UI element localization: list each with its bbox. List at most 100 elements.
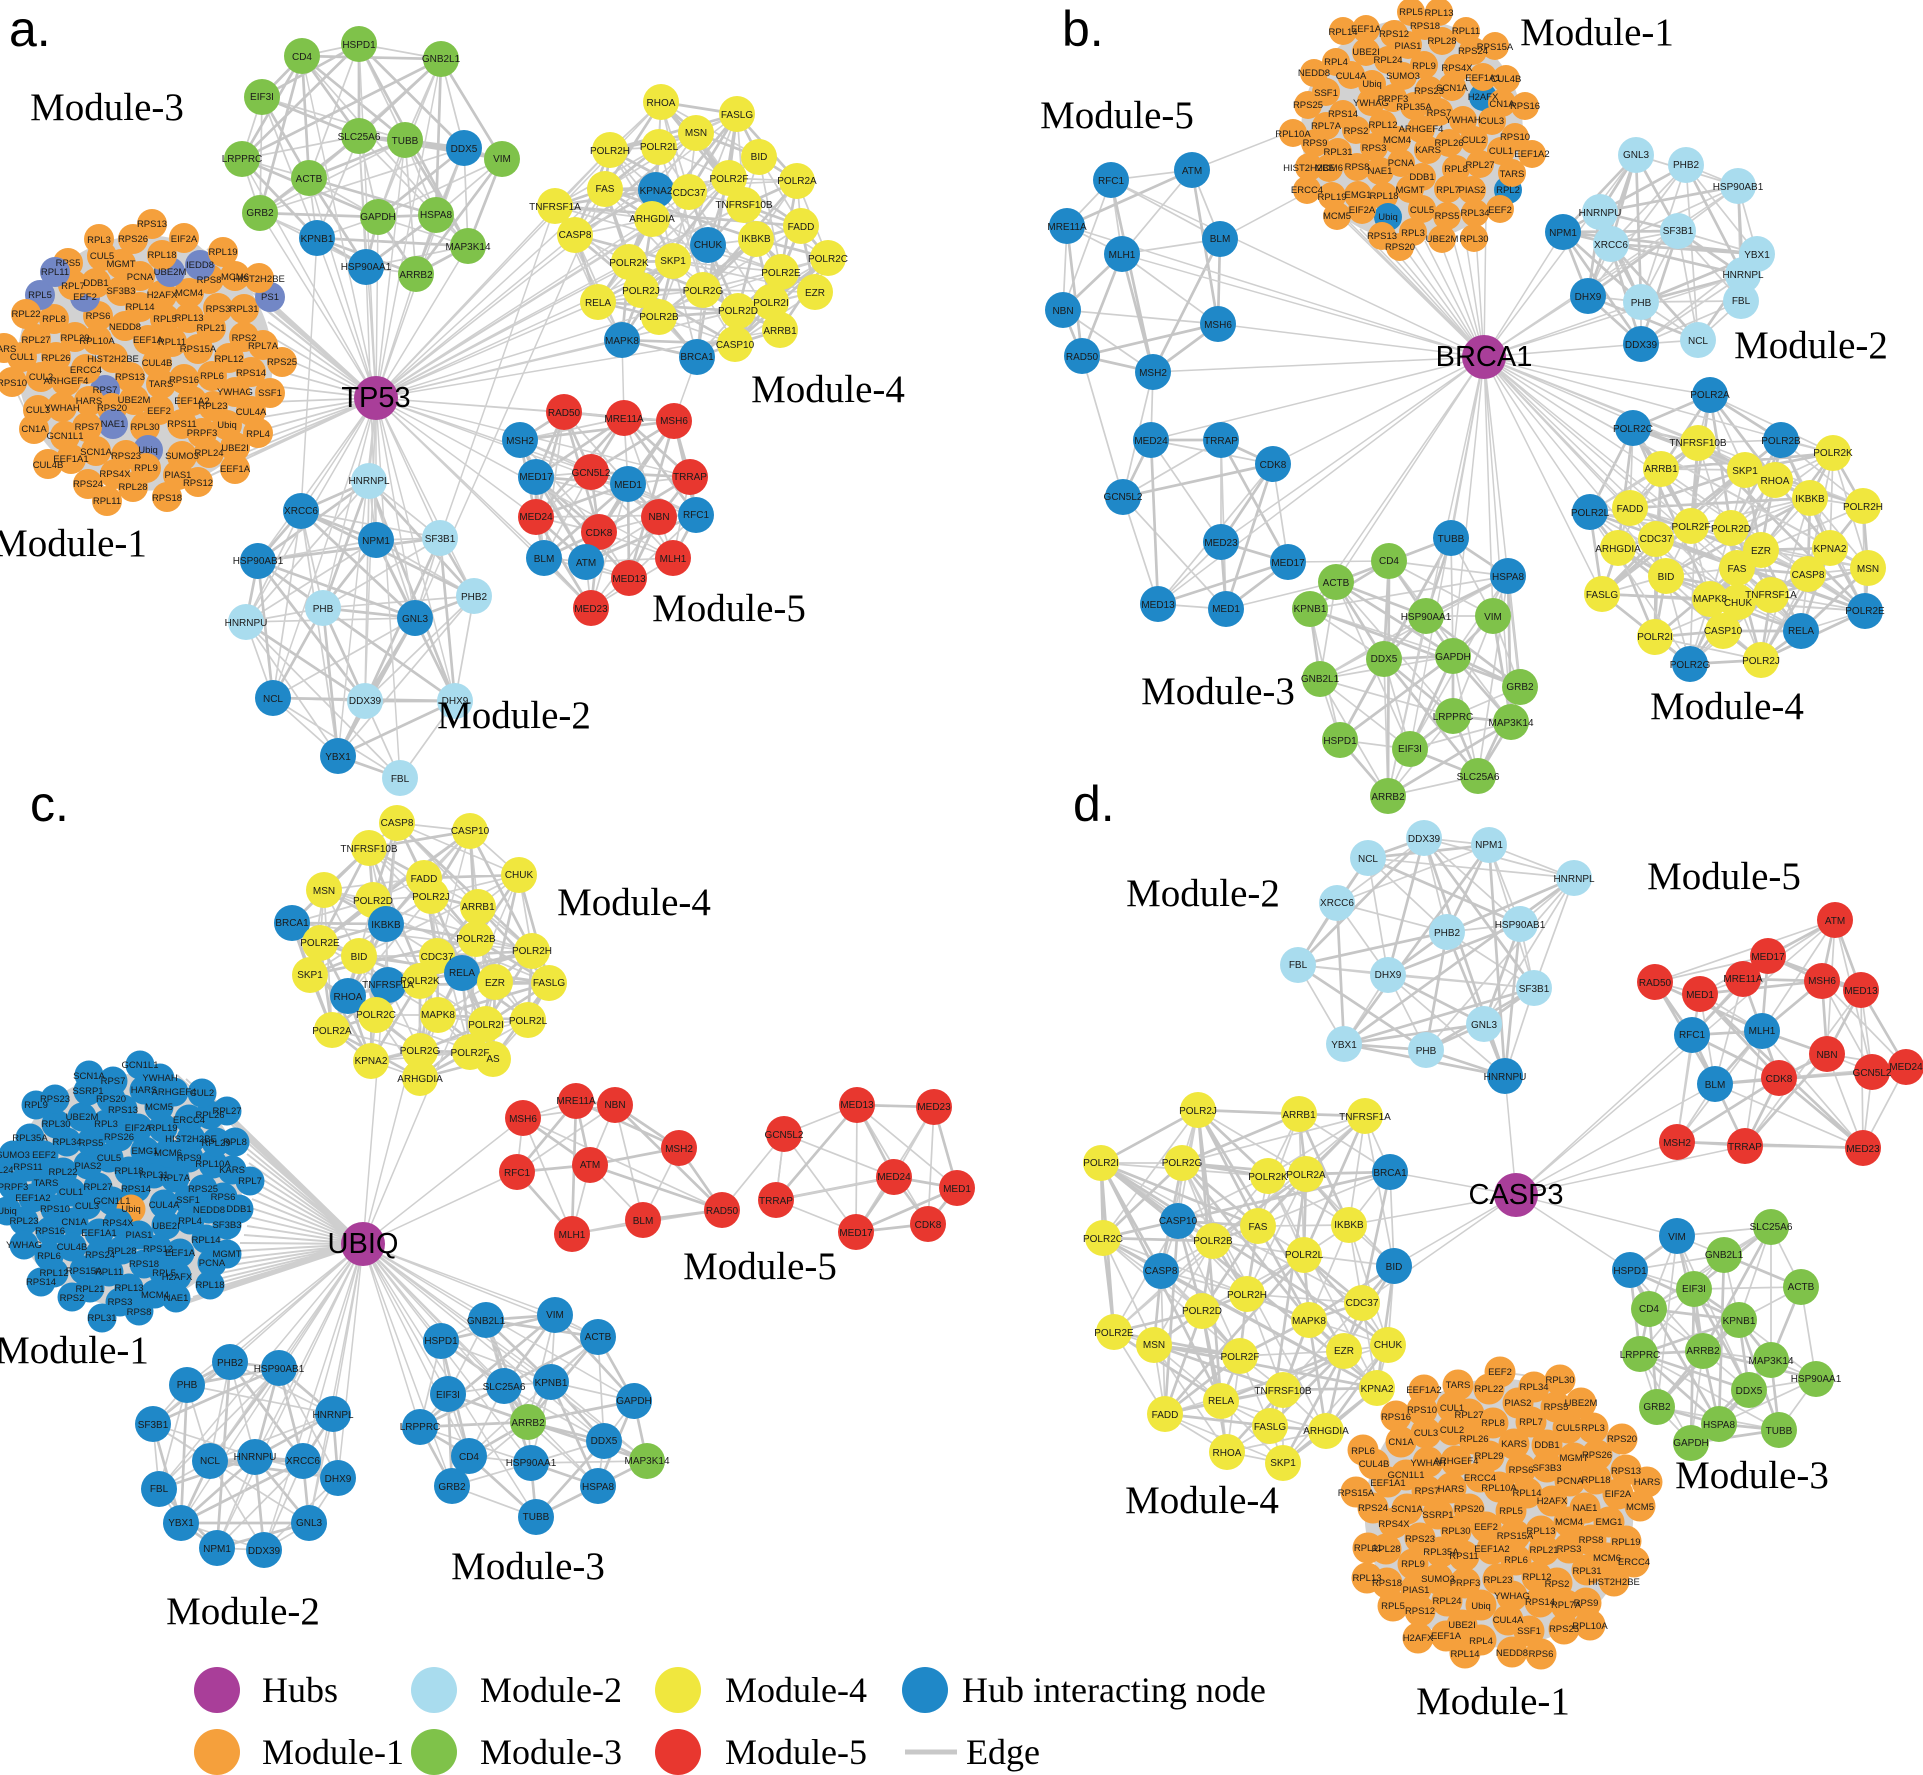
svg-text:c.: c. xyxy=(30,776,69,832)
svg-text:POLR2G: POLR2G xyxy=(400,1046,441,1057)
svg-text:Module-5: Module-5 xyxy=(1647,855,1801,898)
svg-text:RPS13: RPS13 xyxy=(115,372,145,383)
svg-text:HIST2H2BE: HIST2H2BE xyxy=(1283,163,1335,174)
svg-text:POLR2I: POLR2I xyxy=(468,1020,504,1031)
svg-text:POLR2D: POLR2D xyxy=(718,306,758,317)
svg-text:RPL35A: RPL35A xyxy=(1396,102,1432,113)
svg-text:POLR2A: POLR2A xyxy=(1286,1170,1326,1181)
svg-text:HSP90AB1: HSP90AB1 xyxy=(254,1364,305,1375)
svg-text:HSPA8: HSPA8 xyxy=(420,210,452,221)
svg-text:RPS3: RPS3 xyxy=(1362,143,1387,154)
svg-text:MCM5: MCM5 xyxy=(1323,211,1351,222)
svg-text:FBL: FBL xyxy=(1289,960,1308,971)
svg-text:MSH2: MSH2 xyxy=(1139,368,1167,379)
svg-text:TARS: TARS xyxy=(149,379,174,390)
svg-text:POLR2A: POLR2A xyxy=(312,1026,352,1037)
svg-text:TRRAP: TRRAP xyxy=(1204,436,1238,447)
svg-text:FASLG: FASLG xyxy=(1586,590,1618,601)
svg-text:MED24: MED24 xyxy=(1889,1062,1923,1073)
svg-text:CASP10: CASP10 xyxy=(451,826,490,837)
svg-text:CUL4B: CUL4B xyxy=(1491,74,1522,85)
svg-text:RPS6: RPS6 xyxy=(86,311,111,322)
svg-text:SSF1: SSF1 xyxy=(1517,1626,1541,1637)
svg-text:BID: BID xyxy=(351,952,368,963)
svg-text:RPL26: RPL26 xyxy=(1459,1434,1488,1445)
svg-text:HNRNPL: HNRNPL xyxy=(1722,270,1764,281)
svg-text:RPL5: RPL5 xyxy=(28,290,52,301)
svg-text:SLC25A6: SLC25A6 xyxy=(1457,772,1500,783)
svg-text:SUMO3: SUMO3 xyxy=(1386,71,1420,82)
svg-text:UBE2M: UBE2M xyxy=(66,1112,99,1123)
svg-text:CD4: CD4 xyxy=(1379,556,1399,567)
svg-text:PHB2: PHB2 xyxy=(217,1358,244,1369)
svg-text:RPS6: RPS6 xyxy=(1529,1649,1554,1660)
svg-text:MSN: MSN xyxy=(685,128,707,139)
svg-text:BRCA1: BRCA1 xyxy=(680,352,714,363)
svg-text:GRB2: GRB2 xyxy=(438,1482,466,1493)
svg-text:ARRB2: ARRB2 xyxy=(1371,792,1405,803)
svg-text:RPL6: RPL6 xyxy=(37,1251,61,1262)
svg-text:RPS8: RPS8 xyxy=(1579,1535,1604,1546)
svg-text:PIAS2: PIAS2 xyxy=(75,1161,102,1172)
svg-text:RPL31: RPL31 xyxy=(139,1170,168,1181)
svg-text:RPL30: RPL30 xyxy=(1441,1526,1470,1537)
svg-text:POLR2I: POLR2I xyxy=(1637,632,1673,643)
svg-text:RPS15A: RPS15A xyxy=(1477,42,1514,53)
svg-text:POLR2L: POLR2L xyxy=(1285,1250,1324,1261)
svg-text:SLC25A6: SLC25A6 xyxy=(1750,1222,1793,1233)
svg-text:MSH2: MSH2 xyxy=(506,436,534,447)
svg-text:RPL26: RPL26 xyxy=(195,1110,224,1121)
svg-text:RPL22: RPL22 xyxy=(48,1167,77,1178)
svg-text:POLR2C: POLR2C xyxy=(1613,424,1653,435)
svg-text:RPL6: RPL6 xyxy=(200,371,224,382)
svg-text:UBIQ: UBIQ xyxy=(328,1228,399,1260)
svg-text:H2AFX: H2AFX xyxy=(1537,1496,1568,1507)
svg-text:EIF2A: EIF2A xyxy=(171,234,198,245)
svg-text:RPL6: RPL6 xyxy=(1351,1446,1375,1457)
svg-text:TUBB: TUBB xyxy=(392,136,419,147)
svg-text:CN1A: CN1A xyxy=(21,424,47,435)
svg-text:HARS: HARS xyxy=(1634,1477,1660,1488)
svg-text:IKBKB: IKBKB xyxy=(1334,1220,1364,1231)
svg-text:RAD50: RAD50 xyxy=(1066,352,1099,363)
svg-text:HSPD1: HSPD1 xyxy=(1613,1266,1647,1277)
svg-text:NCL: NCL xyxy=(1688,336,1708,347)
svg-text:MSH6: MSH6 xyxy=(660,416,688,427)
svg-text:RPL7: RPL7 xyxy=(61,281,85,292)
svg-text:MAP3K14: MAP3K14 xyxy=(445,242,490,253)
svg-text:RPS14: RPS14 xyxy=(236,368,266,379)
svg-text:Module-2: Module-2 xyxy=(480,1670,622,1710)
svg-text:RPS8: RPS8 xyxy=(1345,162,1370,173)
svg-text:FADD: FADD xyxy=(1152,1410,1179,1421)
svg-text:Module-1: Module-1 xyxy=(0,522,147,565)
svg-text:AS: AS xyxy=(486,1054,500,1065)
svg-text:RPS10: RPS10 xyxy=(40,1204,70,1215)
svg-text:TRRAP: TRRAP xyxy=(759,1196,793,1207)
svg-text:CDK8: CDK8 xyxy=(1766,1074,1793,1085)
svg-text:H2AFX: H2AFX xyxy=(162,1272,193,1283)
svg-text:RPS24: RPS24 xyxy=(1458,46,1488,57)
svg-text:RHOA: RHOA xyxy=(1761,476,1790,487)
svg-text:TNFRSF10B: TNFRSF10B xyxy=(1254,1386,1312,1397)
svg-text:POLR2L: POLR2L xyxy=(509,1016,548,1027)
svg-text:POLR2K: POLR2K xyxy=(1248,1172,1288,1183)
svg-text:RPL10A: RPL10A xyxy=(1481,1483,1517,1494)
svg-text:MAP3K14: MAP3K14 xyxy=(1488,718,1533,729)
svg-text:PCNA: PCNA xyxy=(1557,1476,1584,1487)
svg-text:SKP1: SKP1 xyxy=(297,970,323,981)
svg-text:EEF1A1: EEF1A1 xyxy=(1370,1478,1405,1489)
svg-text:RPL28: RPL28 xyxy=(1427,36,1456,47)
svg-text:SSRP1: SSRP1 xyxy=(72,1086,103,1097)
svg-text:CASP3: CASP3 xyxy=(1468,1179,1563,1211)
svg-text:RPL28: RPL28 xyxy=(118,482,147,493)
svg-text:MED23: MED23 xyxy=(1846,1144,1880,1155)
svg-text:RPL18: RPL18 xyxy=(195,1280,224,1291)
svg-text:MAP3K14: MAP3K14 xyxy=(1748,1356,1793,1367)
svg-text:RPS8: RPS8 xyxy=(197,275,222,286)
svg-text:CASP8: CASP8 xyxy=(1145,1266,1178,1277)
svg-text:POLR2F: POLR2F xyxy=(1672,522,1711,533)
svg-text:NBN: NBN xyxy=(648,512,669,523)
svg-text:RPS8: RPS8 xyxy=(127,1307,152,1318)
svg-text:CUL4B: CUL4B xyxy=(142,358,173,369)
svg-text:RPS26: RPS26 xyxy=(104,1132,134,1143)
